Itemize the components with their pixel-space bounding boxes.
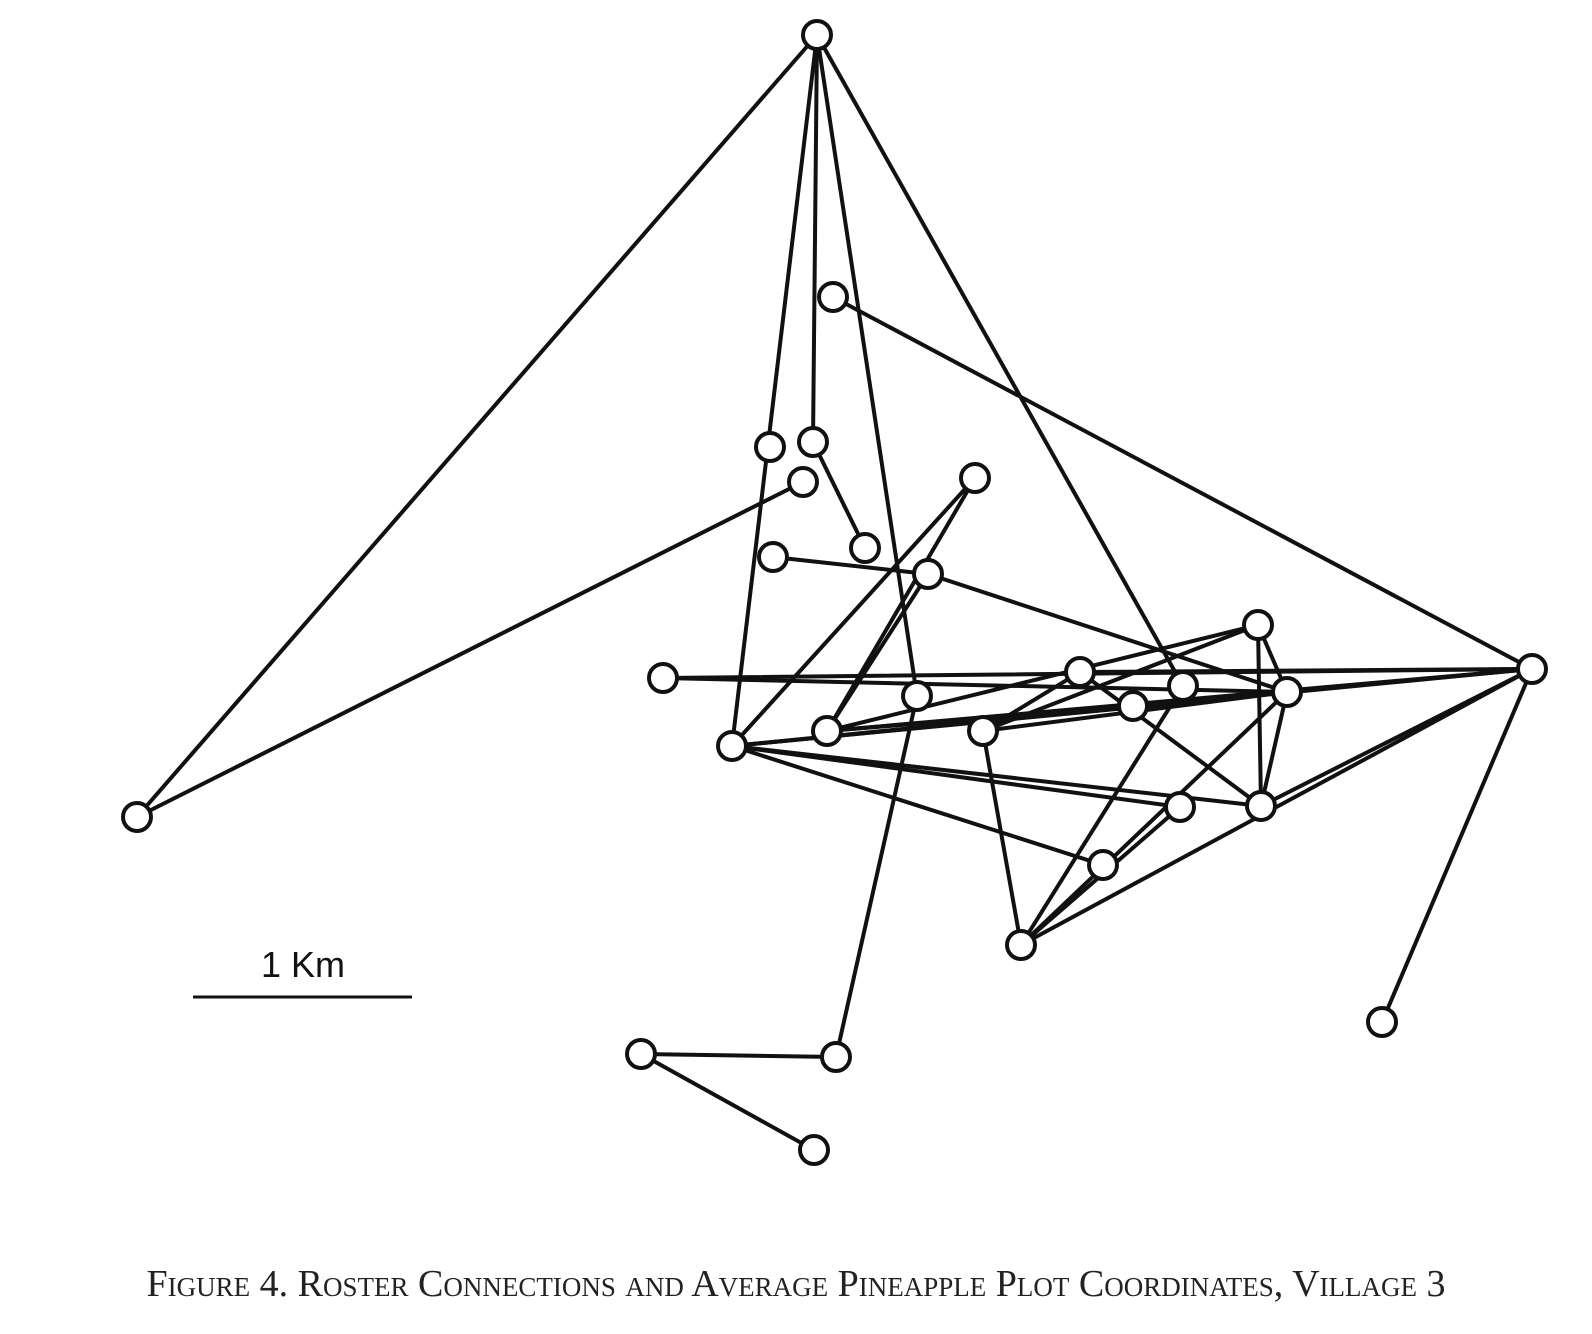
edge-n1-n21 (730, 33, 819, 748)
node-n24 (1087, 849, 1119, 881)
node-n12 (1242, 609, 1274, 641)
node-n29 (798, 1134, 830, 1166)
edge-n26-n27 (639, 1052, 838, 1059)
scale-bar-label: 1 Km (261, 944, 345, 985)
node-n7 (959, 462, 991, 494)
node-n11 (647, 662, 679, 694)
node-n28 (1366, 1006, 1398, 1038)
edge-n17-n25 (1019, 684, 1185, 947)
node-n22 (1164, 791, 1196, 823)
node-n13 (1516, 653, 1548, 685)
edge-n10-n9 (771, 555, 930, 576)
node-n23 (1245, 790, 1277, 822)
edge-n21-n24 (730, 744, 1105, 867)
edge-n7-n19 (825, 476, 977, 733)
edge-n16-n27 (834, 694, 919, 1059)
edge-n9-n19 (825, 572, 930, 733)
edge-n26-n29 (639, 1052, 816, 1152)
node-n8 (849, 532, 881, 564)
node-n25 (1005, 929, 1037, 961)
node-n18 (1117, 690, 1149, 722)
node-n20 (967, 715, 999, 747)
edge-n1-n16 (815, 33, 919, 698)
node-n9 (912, 558, 944, 590)
node-n17 (1167, 670, 1199, 702)
node-n1 (801, 19, 833, 51)
node-n14 (1064, 656, 1096, 688)
edge-n5-n6 (135, 480, 805, 819)
figure-caption: Figure 4. Roster Connections and Average… (146, 1263, 1446, 1305)
edge-n7-n21 (730, 476, 977, 748)
edge-n15-n23 (1259, 690, 1289, 808)
node-n21 (716, 730, 748, 762)
node-n5 (787, 466, 819, 498)
scale-bar: 1 Km (193, 944, 412, 999)
edge-n14-n23 (1078, 670, 1263, 808)
edge-n20-n25 (981, 729, 1023, 947)
node-n16 (901, 680, 933, 712)
edge-n12-n19 (825, 623, 1260, 733)
node-n4 (797, 426, 829, 458)
node-n2 (817, 281, 849, 313)
edge-n1-n17 (815, 33, 1185, 688)
edge-n1-n6 (135, 33, 819, 819)
edge-n13-n14 (1078, 667, 1534, 674)
node-n6 (121, 801, 153, 833)
edge-n21-n18 (730, 704, 1135, 748)
node-n15 (1271, 676, 1303, 708)
node-n26 (625, 1038, 657, 1070)
node-n3 (754, 431, 786, 463)
edge-n13-n28 (1380, 667, 1534, 1024)
edge-n15-n25 (1019, 690, 1289, 947)
edge-n4-n8 (811, 440, 867, 550)
edge-n15-n18 (1131, 690, 1289, 708)
node-n27 (820, 1041, 852, 1073)
nodes-layer (121, 19, 1548, 1166)
edges-layer (135, 33, 1534, 1152)
node-n10 (757, 541, 789, 573)
node-n19 (811, 715, 843, 747)
edge-n1-n4 (811, 33, 819, 444)
edge-n2-n13 (831, 295, 1534, 671)
